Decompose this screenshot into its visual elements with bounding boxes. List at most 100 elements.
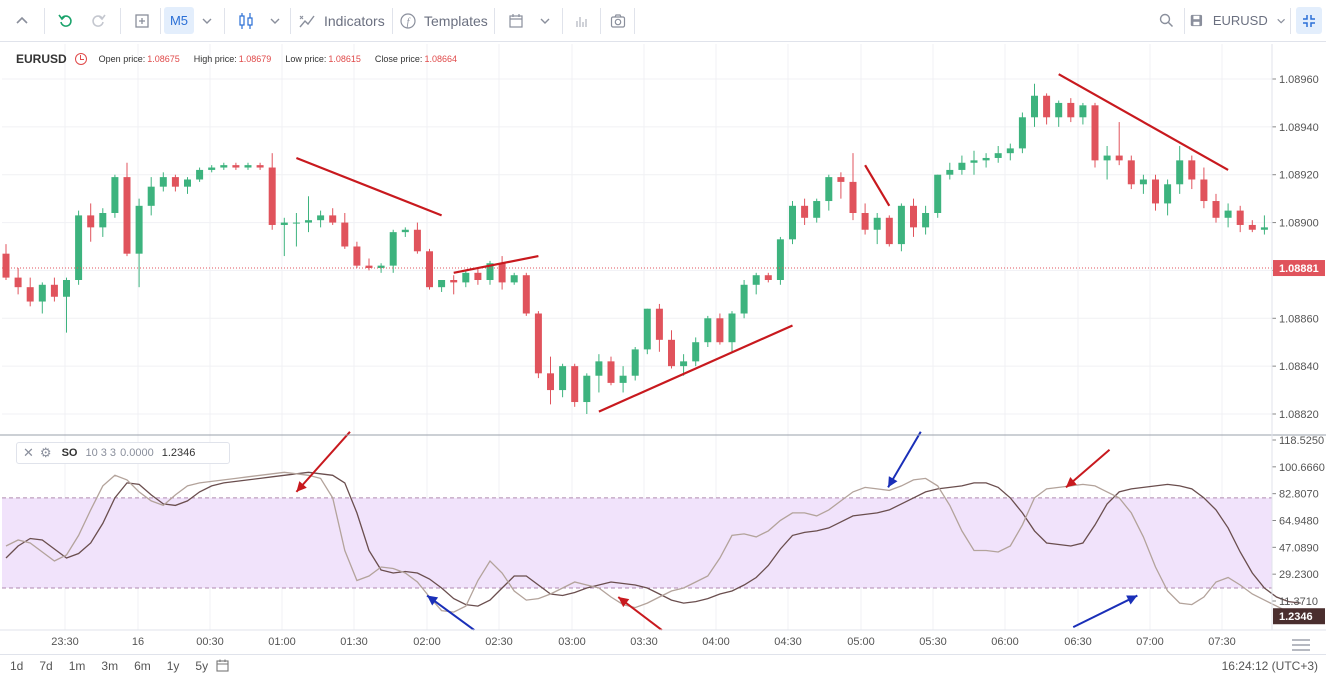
candle-body — [559, 366, 567, 391]
candle-body — [401, 229, 409, 233]
candle-body — [1031, 95, 1038, 118]
candle-body — [547, 373, 554, 391]
candle-body — [63, 280, 70, 297]
x-tick-label: 05:30 — [919, 636, 947, 648]
x-tick-label: 00:30 — [196, 636, 224, 648]
candle-body — [135, 205, 143, 254]
range-6m[interactable]: 6m — [134, 658, 151, 673]
range-1d[interactable]: 1d — [10, 658, 24, 673]
so-zone — [2, 497, 1272, 589]
so-last-badge — [1273, 608, 1325, 625]
timeframe-button[interactable]: M5 — [164, 7, 194, 34]
candle-body — [571, 366, 579, 403]
candle-body — [450, 280, 458, 283]
candle-body — [244, 165, 252, 168]
candle-body — [716, 318, 724, 343]
open-value: 1.08675 — [147, 54, 180, 64]
annotation-arrow-head — [427, 595, 439, 606]
candle-body — [1091, 105, 1099, 161]
candle-body — [329, 215, 337, 223]
undo-icon[interactable] — [52, 0, 80, 41]
collapse-chevron-up-icon[interactable] — [8, 0, 36, 41]
symbol-selector[interactable]: EURUSD — [1190, 0, 1286, 41]
timeframe-chevron-down-icon[interactable] — [198, 0, 216, 41]
candle-body — [1006, 148, 1014, 154]
candlestick-type-icon[interactable] — [232, 0, 260, 41]
candle-body — [1055, 102, 1063, 118]
indicators-button[interactable]: Indicators — [298, 0, 388, 41]
calendar-chevron-down-icon[interactable] — [536, 0, 554, 41]
fullscreen-icon[interactable] — [1296, 7, 1322, 34]
annotation-arrow-shaft — [887, 431, 922, 488]
candle-body — [498, 263, 506, 283]
range-7d[interactable]: 7d — [39, 658, 53, 673]
candle-body — [692, 342, 700, 362]
candle-body — [341, 222, 349, 247]
footer: 1d 7d 1m 3m 6m 1y 5y 16:24:12 (UTC+3) — [0, 654, 1326, 676]
so-value1: 0.0000 — [120, 447, 154, 459]
so-params: 10 3 3 — [85, 447, 117, 459]
high-label: High price: — [193, 54, 237, 64]
annotation-arrow-head — [296, 481, 307, 492]
trend-line — [598, 324, 793, 413]
candle-body — [256, 165, 264, 168]
candle-body — [1067, 102, 1075, 118]
candle-body — [1139, 179, 1147, 185]
trend-line — [453, 254, 539, 274]
candle-body — [1260, 227, 1268, 230]
candle-body — [317, 215, 325, 221]
screenshot-camera-icon[interactable] — [604, 0, 632, 41]
search-icon[interactable] — [1152, 0, 1180, 41]
calendar-icon[interactable] — [502, 0, 530, 41]
close-label: Close price: — [374, 54, 423, 64]
candle-body — [196, 169, 204, 180]
symbol-label: EURUSD — [1212, 13, 1268, 28]
candle-body — [87, 215, 95, 228]
y-tick-label: 1.08840 — [1279, 361, 1319, 373]
so-tick-label: 11.3710 — [1279, 596, 1318, 608]
chart-canvas[interactable]: 23:30 16 00:30 01:00 01:30 02:00 02:30 03:00 03:… — [0, 42, 1326, 654]
add-chart-icon[interactable] — [128, 0, 156, 41]
candle-body — [2, 253, 10, 278]
redo-icon[interactable] — [84, 0, 112, 41]
candle-body — [365, 265, 373, 269]
candle-body — [1236, 210, 1244, 225]
candle-body — [801, 205, 809, 218]
candle-body — [171, 177, 179, 187]
price-legend: EURUSD Open price: 1.08675 High price: 1… — [16, 52, 471, 66]
candle-body — [438, 280, 446, 288]
svg-text:f: f — [407, 17, 411, 28]
x-tick-label: 06:30 — [1064, 636, 1092, 648]
templates-button[interactable]: f Templates — [400, 0, 490, 41]
date-range-calendar-icon[interactable] — [216, 659, 229, 672]
candle-body — [426, 251, 433, 288]
chart-area[interactable]: 23:30 16 00:30 01:00 01:30 02:00 02:30 03:00 03:… — [0, 42, 1326, 654]
candle-body — [595, 361, 603, 376]
range-5y[interactable]: 5y — [195, 658, 209, 673]
range-1y[interactable]: 1y — [166, 658, 180, 673]
candle-body — [389, 232, 397, 266]
so-tick-label: 82.8070 — [1279, 489, 1319, 501]
toolbar: M5 Indicators f Templates EURUSD — [0, 0, 1326, 42]
chart-type-chevron-down-icon[interactable] — [266, 0, 284, 41]
clock-icon — [74, 53, 87, 65]
templates-label: Templates — [424, 12, 488, 29]
y-tick-label: 1.08960 — [1279, 74, 1319, 86]
candle-body — [159, 177, 167, 187]
range-1m[interactable]: 1m — [68, 658, 86, 673]
trend-line — [295, 156, 443, 217]
candle-body — [1103, 155, 1111, 161]
so-legend: ✕ ⚙ SO 10 3 3 0.0000 1.2346 — [16, 442, 230, 464]
candle-body — [607, 361, 615, 383]
volume-bars-icon[interactable] — [568, 0, 596, 41]
last-price-label: 1.08881 — [1279, 263, 1319, 275]
candle-body — [728, 313, 736, 343]
candle-body — [1164, 184, 1172, 204]
y-tick-label: 1.08920 — [1279, 170, 1319, 182]
candle-body — [789, 205, 796, 240]
close-icon[interactable]: ✕ — [23, 445, 34, 460]
x-tick-label: 03:30 — [630, 636, 658, 648]
range-3m[interactable]: 3m — [101, 658, 119, 673]
candle-body — [14, 277, 22, 288]
gear-icon[interactable]: ⚙ — [39, 445, 52, 460]
